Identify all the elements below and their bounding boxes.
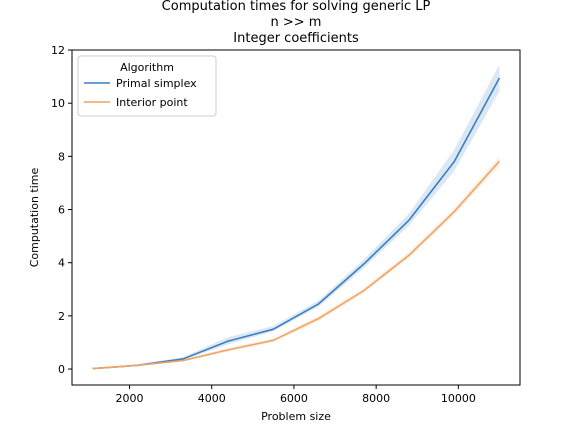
legend-label-0: Primal simplex	[116, 77, 197, 90]
series-lines	[93, 78, 500, 369]
x-tick-label: 4000	[198, 392, 226, 405]
y-axis-label: Computation time	[28, 167, 41, 267]
y-tick-label: 12	[51, 44, 65, 57]
y-tick-label: 6	[58, 204, 65, 217]
x-axis: 2000 4000 6000 8000 10000	[116, 385, 476, 405]
x-tick-label: 2000	[116, 392, 144, 405]
x-tick-label: 8000	[362, 392, 390, 405]
x-tick-label: 6000	[280, 392, 308, 405]
legend: Algorithm Primal simplex Interior point	[78, 56, 216, 116]
chart-title-line-3: Integer coefficients	[233, 31, 359, 46]
x-tick-label: 10000	[441, 392, 476, 405]
series-line-0	[93, 78, 500, 369]
y-tick-label: 10	[51, 97, 65, 110]
y-axis: 0 2 4 6 8 10 12	[51, 44, 72, 376]
legend-label-1: Interior point	[116, 96, 188, 109]
chart-title: Computation times for solving generic LP…	[162, 0, 431, 46]
y-tick-label: 2	[58, 310, 65, 323]
chart-title-line-1: Computation times for solving generic LP	[162, 0, 431, 14]
x-axis-label: Problem size	[261, 410, 331, 423]
y-tick-label: 4	[58, 257, 65, 270]
legend-title: Algorithm	[120, 61, 174, 74]
series-line-1	[93, 161, 500, 368]
y-tick-label: 0	[58, 363, 65, 376]
y-tick-label: 8	[58, 150, 65, 163]
chart-title-line-2: n >> m	[271, 15, 322, 30]
